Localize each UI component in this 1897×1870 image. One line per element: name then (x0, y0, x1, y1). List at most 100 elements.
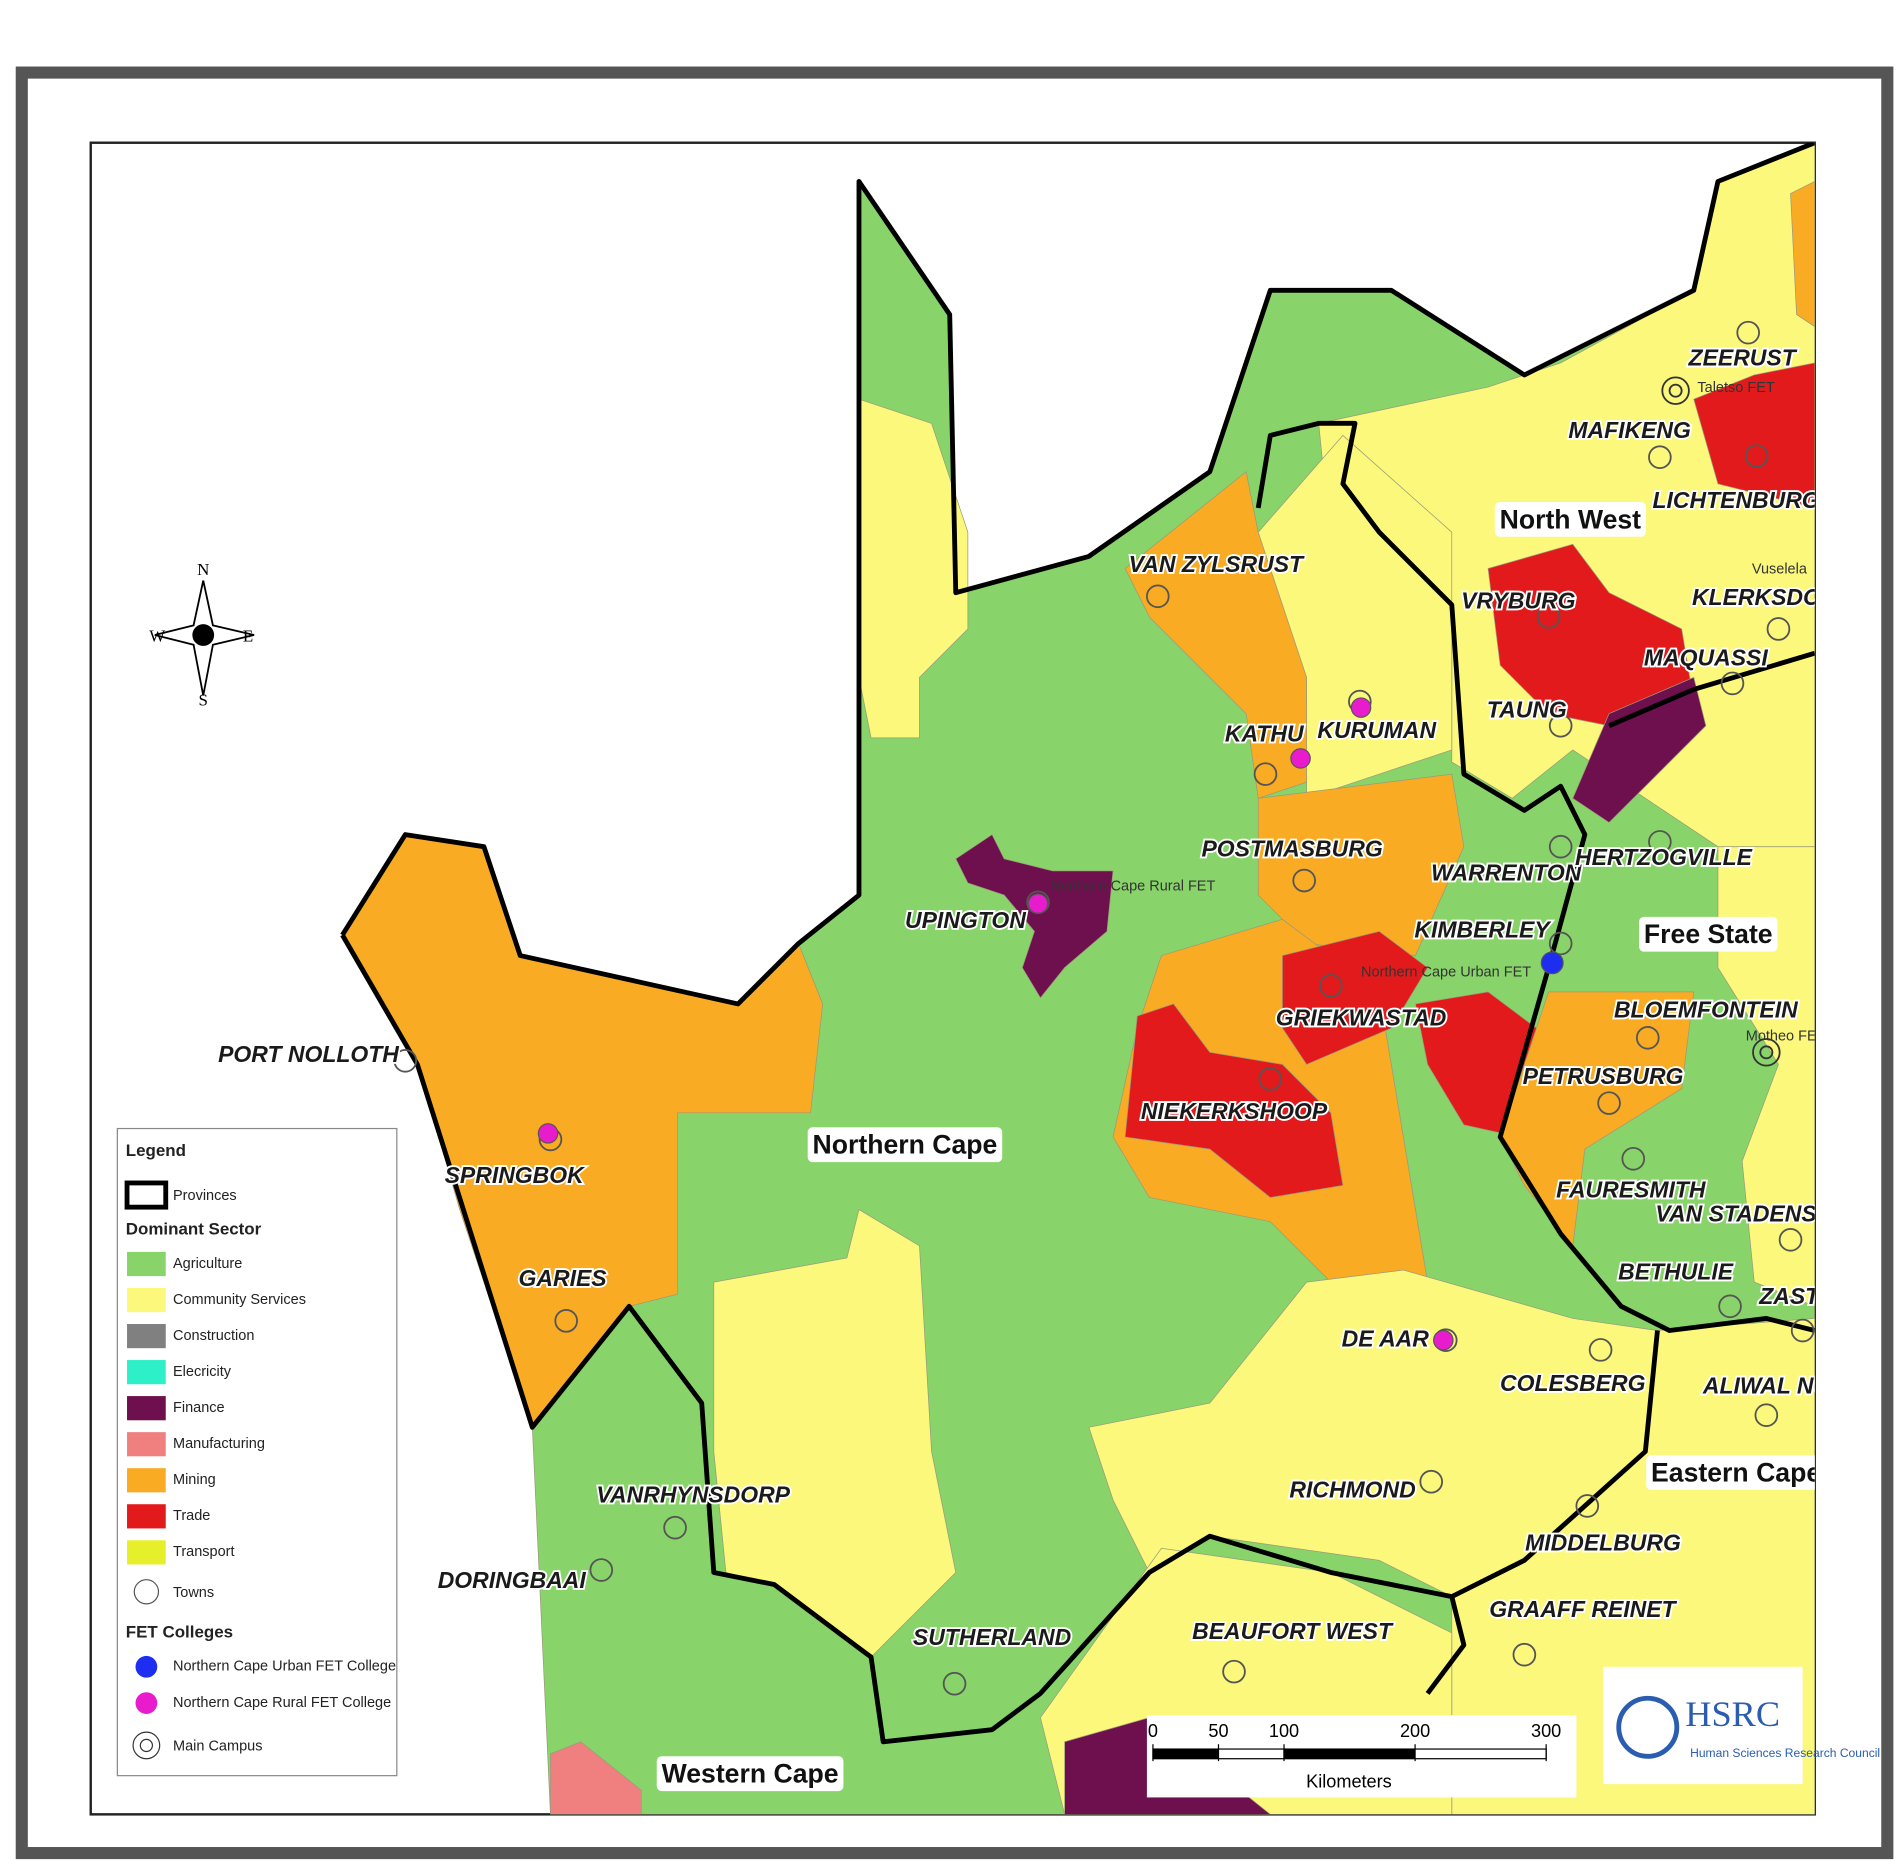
sector-region (1790, 181, 1815, 328)
legend-item: Transport (173, 1544, 235, 1560)
town-label: GRIEKWASTAD (1276, 1005, 1447, 1031)
legend-title: Legend (126, 1141, 186, 1160)
town-marker (1536, 605, 1561, 629)
legend-fet-marker (135, 1655, 158, 1678)
legend-swatch (127, 1504, 166, 1529)
town-label: PORT NOLLOTH (218, 1041, 399, 1067)
legend-item: Northern Cape Rural FET College (173, 1695, 391, 1711)
province-border (1255, 420, 1815, 1333)
town-label: BEAUFORT WEST (1192, 1618, 1394, 1644)
labels: ZEERUST MAFIKENG LICHTENBURG VAN ZYLSRUST VR… (216, 320, 1879, 1792)
sector-region (1282, 930, 1429, 1065)
town-label: COLESBERG (1500, 1370, 1646, 1396)
province-label: Eastern Cape (1651, 1458, 1821, 1488)
legend-heading: FET Colleges (126, 1622, 233, 1641)
rural-fet-marker (1027, 893, 1049, 914)
town-marker (1512, 1642, 1537, 1667)
province-label: Free State (1644, 919, 1773, 949)
town-label: RICHMOND (1289, 1476, 1415, 1502)
town-label: NIEKERKSHOOP (1141, 1098, 1328, 1124)
town-label: VANRHYNSDORP (596, 1481, 790, 1507)
town-label: BLOEMFONTEIN (1614, 996, 1798, 1022)
legend-item: Construction (173, 1328, 254, 1344)
town-marker (1766, 617, 1791, 641)
town-marker (1720, 671, 1745, 696)
province-label-bg (656, 1756, 844, 1792)
legend-item: Elecricity (173, 1364, 232, 1380)
legend-campus (139, 1738, 154, 1753)
town-marker (1635, 1026, 1660, 1050)
scale-tick-label: 200 (1400, 1721, 1430, 1741)
town-label: MIDDELBURG (1525, 1530, 1681, 1556)
town-label: DORINGBAAI (438, 1567, 587, 1593)
logo-subtitle: Human Sciences Research Council (1690, 1746, 1880, 1760)
sector-region (1693, 362, 1815, 509)
main-campus (1752, 1038, 1781, 1067)
province-border (1450, 1330, 1660, 1599)
town-label: ZEERUST (1688, 344, 1798, 370)
legend-heading: Dominant Sector (126, 1220, 262, 1239)
legend-fet-marker (135, 1692, 158, 1714)
sector-region (1499, 991, 1695, 1247)
legend-item: Trade (173, 1508, 210, 1524)
town-marker (554, 1309, 578, 1333)
legend-swatch (127, 1540, 166, 1565)
town-marker (1419, 1469, 1444, 1494)
town-marker (1744, 444, 1769, 468)
logo-name: HSRC (1685, 1694, 1780, 1734)
town-label: FAURESMITH (1556, 1177, 1706, 1203)
town-marker (393, 1049, 418, 1073)
legend-swatch (124, 1180, 169, 1210)
urban-fet-marker (1540, 951, 1564, 975)
college-label: Vuselela (1752, 562, 1808, 578)
province-border (1608, 650, 1815, 728)
scale-tick-label: 0 (1148, 1721, 1158, 1741)
town-label: KATHU (1225, 721, 1305, 747)
scale-segment (1152, 1748, 1220, 1760)
town-marker (1253, 762, 1278, 786)
sector-region (1717, 846, 1815, 1307)
town-marker (1648, 445, 1672, 470)
logo-emblem (1616, 1695, 1680, 1759)
town-label: WARRENTON (1431, 860, 1582, 886)
compass-center (192, 624, 215, 646)
town-marker (1588, 1338, 1613, 1362)
town-label: GARIES (519, 1265, 608, 1291)
town-label: SPRINGBOK (445, 1162, 586, 1188)
town-label: ALIWAL NORTH (1702, 1372, 1879, 1398)
town-label: ZASTRON (1758, 1283, 1870, 1309)
rural-fet-marker (1350, 697, 1372, 718)
sector-region (1572, 676, 1707, 823)
college-label: Motheo FE (1746, 1028, 1817, 1044)
province-label-bg (1494, 501, 1647, 537)
scale-segment (1283, 1748, 1416, 1760)
main-campus (1661, 376, 1690, 405)
town-label: MAQUASSI (1644, 644, 1768, 670)
compass-letter: W (149, 626, 165, 645)
town-label: VRYBURG (1461, 587, 1576, 613)
town-label: TAUNG (1487, 696, 1567, 722)
town-label: LICHTENBURG (1653, 487, 1820, 513)
town-marker (1548, 834, 1573, 859)
town-label: BETHULIE (1618, 1259, 1734, 1285)
sector-region (550, 1741, 642, 1815)
main-campus (1668, 383, 1683, 398)
legend-swatch (127, 1432, 166, 1457)
sector-region (955, 834, 1114, 999)
town-marker (1790, 1318, 1815, 1343)
town-marker (1597, 1091, 1621, 1115)
town-marker (1718, 1294, 1742, 1319)
college-label: Northern Cape Rural FET (1050, 878, 1215, 894)
legend-swatch (127, 1287, 166, 1313)
scale-tick-label: 50 (1208, 1721, 1228, 1741)
town-marker (1146, 584, 1170, 609)
rural-fet-marker (1290, 748, 1311, 769)
legend-swatch (127, 1323, 166, 1349)
town-marker (1778, 1228, 1803, 1252)
legend-item: Manufacturing (173, 1436, 265, 1452)
province-border (340, 933, 1453, 1745)
legend-item: Mining (173, 1472, 216, 1488)
town-label: HERTZOGVILLE (1575, 844, 1753, 870)
scale-segment (1217, 1748, 1285, 1760)
